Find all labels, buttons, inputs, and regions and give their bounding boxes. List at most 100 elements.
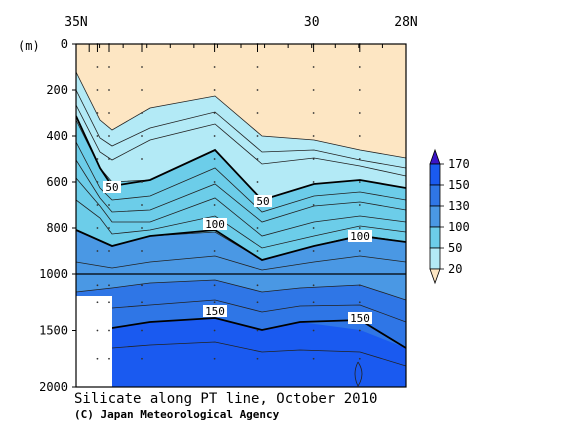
y-tick-label: 600 xyxy=(46,175,68,189)
top-axis-labels: 35N 30 28N xyxy=(64,15,417,30)
sample-dot xyxy=(96,89,99,91)
sample-dot xyxy=(213,158,216,160)
colorbar-min-triangle xyxy=(429,268,441,285)
sample-dot xyxy=(256,329,259,332)
contour-50 xyxy=(76,115,406,202)
sample-dot xyxy=(358,227,361,229)
sample-dot xyxy=(312,329,315,332)
sample-dot xyxy=(108,284,110,287)
chart-title: Silicate along PT line, October 2010 xyxy=(74,391,377,407)
band-lt20 xyxy=(76,44,406,158)
sample-dot xyxy=(108,329,110,332)
sample-dot xyxy=(312,250,315,252)
sample-dot xyxy=(108,204,110,206)
svg-text:100: 100 xyxy=(205,218,225,231)
sample-dot xyxy=(312,135,315,137)
sample-dot xyxy=(108,301,110,304)
sample-dot xyxy=(96,357,99,360)
sample-dot xyxy=(141,89,143,91)
sample-dot xyxy=(141,112,143,114)
sample-dot xyxy=(358,301,361,304)
y-tick-label: 800 xyxy=(46,221,68,235)
colorbar-label: 130 xyxy=(448,199,470,213)
sample-dot xyxy=(141,284,143,287)
svg-text:50: 50 xyxy=(105,181,118,194)
sample-dot xyxy=(256,181,259,183)
sample-dot xyxy=(256,301,259,304)
sample-dot xyxy=(213,66,216,68)
sample-dot xyxy=(141,329,143,332)
sample-dot xyxy=(256,135,259,137)
contour-label: 150 xyxy=(203,305,227,318)
sample-dot xyxy=(96,181,99,183)
sample-dot xyxy=(141,135,143,137)
sample-dot xyxy=(312,181,315,183)
sample-dot xyxy=(108,89,110,91)
svg-text:150: 150 xyxy=(205,305,225,318)
sample-dot xyxy=(213,357,216,360)
sample-dot xyxy=(108,112,110,114)
colorbar-label: 50 xyxy=(448,241,462,255)
sample-dot xyxy=(108,66,110,68)
sample-dot xyxy=(141,301,143,304)
sample-dot xyxy=(108,250,110,252)
sample-dot xyxy=(108,135,110,137)
svg-text:150: 150 xyxy=(350,312,370,325)
colorbar-max-triangle xyxy=(429,148,441,165)
sample-dot xyxy=(141,357,143,360)
sample-dot xyxy=(96,284,99,287)
contour-fill xyxy=(76,44,406,387)
sample-dot xyxy=(358,357,361,360)
sample-dot xyxy=(312,301,315,304)
contour-label: 50 xyxy=(103,181,121,194)
sample-dot xyxy=(312,204,315,206)
svg-text:100: 100 xyxy=(350,230,370,243)
x-tick-label: 30 xyxy=(304,15,320,30)
sample-dot xyxy=(358,158,361,160)
sample-dot xyxy=(312,227,315,229)
sample-dot xyxy=(213,112,216,114)
y-tick-label: 400 xyxy=(46,129,68,143)
sample-dot xyxy=(96,112,99,114)
colorbar: 170 150 130 100 50 20 xyxy=(429,148,470,285)
sample-dot xyxy=(256,158,259,160)
colorbar-box xyxy=(429,226,441,249)
sample-dot xyxy=(358,66,361,68)
contour-lines xyxy=(76,71,406,387)
sample-dot xyxy=(312,66,315,68)
colorbar-label: 20 xyxy=(448,262,462,276)
y-axis: 0 200 400 600 800 1000 1500 2000 xyxy=(39,37,76,394)
sample-dot xyxy=(108,227,110,229)
sample-dot xyxy=(358,112,361,114)
y-tick-label: 1500 xyxy=(39,324,68,338)
station-ticks xyxy=(75,44,407,52)
contour-label: 150 xyxy=(348,312,372,325)
y-tick-label: 2000 xyxy=(39,380,68,394)
x-tick-label: 28N xyxy=(394,15,417,30)
colorbar-box xyxy=(429,205,441,228)
y-tick-label: 1000 xyxy=(39,267,68,281)
colorbar-label: 100 xyxy=(448,220,470,234)
sample-dot xyxy=(96,301,99,304)
sample-dot xyxy=(213,329,216,332)
sample-dot xyxy=(312,89,315,91)
contour-label: 100 xyxy=(203,218,227,231)
sample-dot xyxy=(358,181,361,183)
colorbar-label: 150 xyxy=(448,178,470,192)
sample-dot xyxy=(141,158,143,160)
sample-dot xyxy=(96,329,99,332)
contour-value-labels: 50 50 100 100 150 150 xyxy=(103,181,372,325)
sample-dot xyxy=(141,204,143,206)
sample-dot xyxy=(96,135,99,137)
sample-dot xyxy=(141,227,143,229)
sample-dot xyxy=(141,250,143,252)
sample-dot xyxy=(358,250,361,252)
sample-dot xyxy=(256,357,259,360)
sample-dot xyxy=(141,66,143,68)
sample-dot xyxy=(213,89,216,91)
sample-dot xyxy=(312,112,315,114)
y-tick-label: 0 xyxy=(61,37,68,51)
colorbar-box xyxy=(429,184,441,207)
sample-dot xyxy=(213,135,216,137)
